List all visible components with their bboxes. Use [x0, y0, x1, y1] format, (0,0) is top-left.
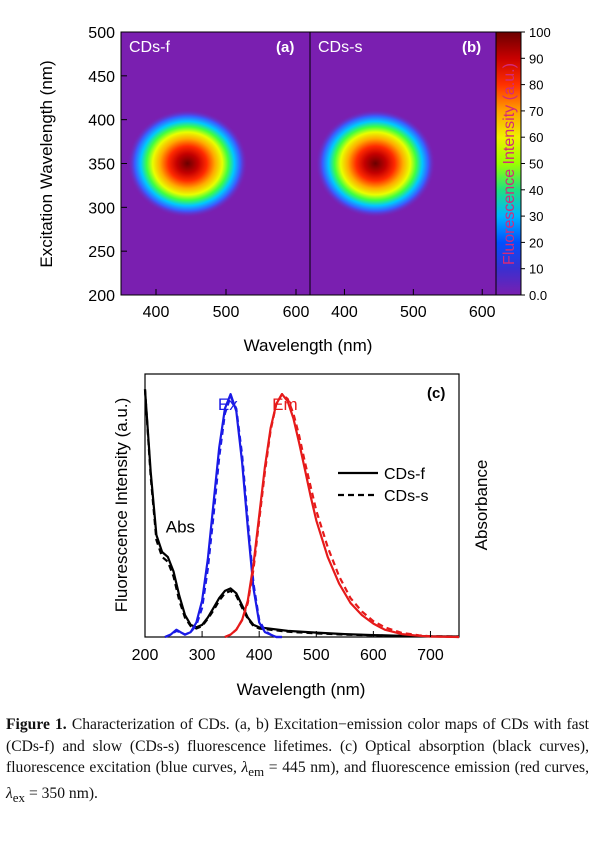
- excitation-curve-cds-s: [164, 395, 282, 639]
- colorbar-tick-label: 0.0: [529, 288, 547, 303]
- colorbar: 0.0 10 20 30 40 50 60 70 80 90 100 Fluorescence Int…: [495, 25, 551, 303]
- annotation-abs: Abs: [166, 518, 195, 537]
- colorbar-tick-label: 100: [529, 25, 551, 40]
- c-x-tick-label: 300: [189, 647, 216, 664]
- annotation-ex: Ex: [218, 395, 238, 414]
- heatmap-axes: 200 250 300 350 400 450 500 400 500 600 400 500 600 W…: [37, 25, 497, 355]
- c-y2-axis-label: Absorbance: [472, 460, 491, 551]
- legend-label-cds-f: CDs-f: [384, 466, 425, 483]
- c-x-tick-label: 200: [132, 647, 159, 664]
- heatmap-panel-a: CDs-f (a): [121, 32, 310, 295]
- figure-caption: Figure 1. Characterization of CDs. (a, b…: [6, 714, 589, 808]
- absorbance-curve-cds-s: [143, 389, 460, 638]
- sample-label-b: CDs-s: [318, 39, 362, 56]
- y-tick-label: 200: [88, 288, 115, 305]
- y-tick-label: 250: [88, 244, 115, 261]
- panel-label-b: (b): [462, 39, 481, 56]
- x-tick-label: 400: [143, 304, 170, 321]
- colorbar-bar: [495, 31, 522, 296]
- colorbar-tick-label: 50: [529, 157, 543, 172]
- y-tick-label: 500: [88, 25, 115, 42]
- heatmap-peak-a: [127, 109, 248, 218]
- caption-lambda-ex: λ: [6, 784, 13, 802]
- x-tick-label: 500: [400, 304, 427, 321]
- colorbar-tick-label: 80: [529, 78, 543, 93]
- emission-curve-cds-f: [224, 393, 460, 639]
- caption-text-3: = 350 nm).: [25, 784, 98, 802]
- panel-label-c: (c): [427, 385, 445, 402]
- colorbar-tick-label: 60: [529, 130, 543, 145]
- x-tick-label: 500: [213, 304, 240, 321]
- y-tick-label: 300: [88, 200, 115, 217]
- emission-curve-cds-s: [224, 393, 460, 639]
- sample-label-a: CDs-f: [129, 39, 170, 56]
- annotation-em: Em: [272, 395, 298, 414]
- colorbar-tick-label: 20: [529, 235, 543, 250]
- heatmap-panel-b: CDs-s (b): [310, 32, 496, 295]
- colorbar-tick-label: 30: [529, 209, 543, 224]
- c-x-tick-label: 500: [303, 647, 330, 664]
- caption-sub-em: em: [248, 764, 265, 780]
- y-axis-label: Excitation Wavelength (nm): [37, 60, 56, 267]
- y-tick-label: 400: [88, 113, 115, 130]
- x-tick-label: 600: [283, 304, 310, 321]
- spectra-frame: [144, 373, 460, 638]
- c-y-axis-label: Fluorescence Intensity (a.u.): [112, 398, 131, 612]
- y-tick-label: 350: [88, 157, 115, 174]
- colorbar-tick-label: 40: [529, 183, 543, 198]
- caption-text-1: Characterization of CDs. (a, b) Excitati…: [6, 716, 589, 776]
- c-x-tick-label: 600: [360, 647, 387, 664]
- c-x-tick-label: 400: [246, 647, 273, 664]
- caption-text-2: = 445 nm), and fluorescence emission (re…: [264, 759, 589, 776]
- heatmap-peak-b: [315, 109, 436, 218]
- colorbar-tick-label: 10: [529, 262, 543, 277]
- colorbar-tick-label: 70: [529, 104, 543, 119]
- y-tick-label: 450: [88, 69, 115, 86]
- x-axis-label: Wavelength (nm): [244, 336, 373, 355]
- legend-label-cds-s: CDs-s: [384, 488, 428, 505]
- figure: CDs-f (a) CDs-s (b) 200 250 300 350 400 450 500 4…: [37, 25, 551, 699]
- spectra-panel-c: 200 300 400 500 600 700 Wavelength (nm) Fluores…: [112, 373, 491, 699]
- c-x-tick-label: 700: [417, 647, 444, 664]
- panel-label-a: (a): [276, 39, 294, 56]
- x-tick-label: 400: [331, 304, 358, 321]
- colorbar-tick-label: 90: [529, 51, 543, 66]
- absorbance-curve-cds-f: [143, 389, 460, 638]
- caption-label: Figure 1.: [6, 716, 67, 733]
- caption-lambda-em: λ: [241, 759, 249, 776]
- c-x-axis-label: Wavelength (nm): [237, 680, 366, 699]
- colorbar-label: Fluorescence Intensity (a.u.): [501, 63, 518, 265]
- caption-sub-ex: ex: [12, 789, 26, 805]
- x-tick-label: 600: [469, 304, 496, 321]
